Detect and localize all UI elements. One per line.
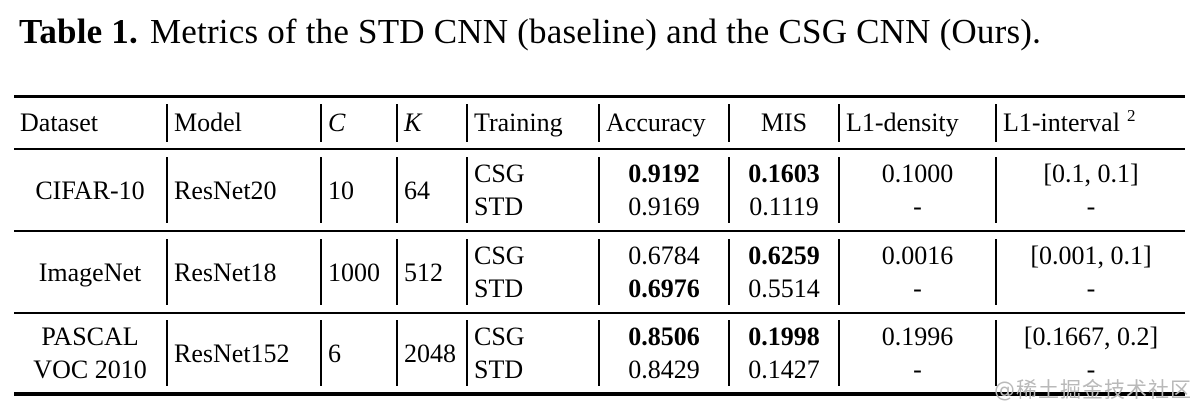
l1-interval-csg-value: [0.1, 0.1]	[1043, 159, 1139, 188]
accuracy-std-value: 0.6976	[628, 274, 700, 303]
l1-interval-std-value: -	[1086, 192, 1096, 221]
cell-accuracy: 0.6784 0.6976	[600, 239, 730, 305]
cell-model: ResNet18	[168, 239, 322, 305]
header-k: K	[398, 104, 468, 142]
cell-training: CSG STD	[468, 320, 600, 386]
cell-c: 1000	[322, 239, 398, 305]
training-csg-label: CSG	[474, 159, 525, 188]
table-header-row: Dataset Model C K Training Accuracy MIS …	[14, 98, 1185, 148]
cell-c: 10	[322, 157, 398, 223]
cell-model: ResNet152	[168, 320, 322, 386]
table-rule	[14, 230, 1185, 232]
caption-title: Metrics of the STD CNN (baseline) and th…	[149, 12, 1042, 51]
table-caption: Table 1. Metrics of the STD CNN (baseline…	[19, 10, 1041, 54]
cell-dataset: PASCAL VOC 2010	[14, 320, 168, 386]
l1-density-std-value: -	[913, 192, 922, 221]
training-std-label: STD	[474, 274, 524, 303]
watermark: @稀土掘金技术社区	[994, 378, 1192, 402]
accuracy-std-value: 0.9169	[628, 192, 700, 221]
cell-accuracy: 0.9192 0.9169	[600, 157, 730, 223]
caption-label: Table 1.	[19, 12, 138, 51]
metrics-table: Dataset Model C K Training Accuracy MIS …	[14, 95, 1185, 396]
accuracy-std-value: 0.8429	[628, 355, 700, 384]
cell-k: 512	[398, 239, 468, 305]
cell-c: 6	[322, 320, 398, 386]
l1-density-csg-value: 0.1996	[881, 322, 954, 351]
table-row-imagenet: ImageNet ResNet18 1000 512 CSG STD 0.678…	[14, 232, 1185, 312]
training-csg-label: CSG	[474, 241, 525, 270]
cell-l1-density: 0.1000 -	[840, 157, 997, 223]
mis-std-value: 0.5514	[748, 274, 820, 303]
mis-std-value: 0.1427	[748, 355, 820, 384]
cell-model: ResNet20	[168, 157, 322, 223]
mis-csg-value: 0.1998	[748, 322, 820, 351]
cell-mis: 0.6259 0.5514	[730, 239, 840, 305]
l1-density-std-value: -	[913, 355, 922, 384]
mis-std-value: 0.1119	[749, 192, 819, 221]
cell-k: 64	[398, 157, 468, 223]
cell-l1-interval: [0.001, 0.1] -	[997, 239, 1185, 305]
cell-dataset: CIFAR-10	[14, 157, 168, 223]
cell-mis: 0.1998 0.1427	[730, 320, 840, 386]
accuracy-csg-value: 0.8506	[628, 322, 700, 351]
l1-density-csg-value: 0.1000	[881, 159, 954, 188]
cell-k: 2048	[398, 320, 468, 386]
accuracy-csg-value: 0.6784	[628, 241, 700, 270]
mis-csg-value: 0.1603	[748, 159, 820, 188]
l1-interval-csg-value: [0.1667, 0.2]	[1023, 322, 1159, 351]
header-l1-density: L1-density	[840, 104, 997, 142]
training-csg-label: CSG	[474, 322, 525, 351]
table-rule	[14, 148, 1185, 150]
l1-interval-std-value: -	[1086, 274, 1096, 303]
header-mis: MIS	[730, 104, 840, 142]
header-dataset: Dataset	[14, 104, 168, 142]
cell-accuracy: 0.8506 0.8429	[600, 320, 730, 386]
l1-interval-csg-value: [0.001, 0.1]	[1030, 241, 1152, 270]
l1-density-std-value: -	[913, 274, 922, 303]
mis-csg-value: 0.6259	[748, 241, 820, 270]
header-training: Training	[468, 104, 600, 142]
training-std-label: STD	[474, 355, 524, 384]
cell-l1-density: 0.0016 -	[840, 239, 997, 305]
table-row-pascal-voc: PASCAL VOC 2010 ResNet152 6 2048 CSG STD…	[14, 314, 1185, 392]
table-rule	[14, 312, 1185, 314]
l1-density-csg-value: 0.0016	[881, 241, 954, 270]
accuracy-csg-value: 0.9192	[628, 159, 700, 188]
cell-training: CSG STD	[468, 239, 600, 305]
superscript-2: 2	[1126, 106, 1136, 126]
cell-l1-interval: [0.1, 0.1] -	[997, 157, 1185, 223]
cell-mis: 0.1603 0.1119	[730, 157, 840, 223]
header-model: Model	[168, 104, 322, 142]
cell-dataset: ImageNet	[14, 239, 168, 305]
l1-interval-std-value: -	[1086, 355, 1096, 384]
table-row-cifar10: CIFAR-10 ResNet20 10 64 CSG STD 0.9192 0…	[14, 150, 1185, 230]
header-l1-interval: L1-interval 2	[1003, 106, 1136, 137]
dataset-line-1: PASCAL	[41, 322, 139, 351]
header-accuracy: Accuracy	[600, 104, 730, 142]
cell-l1-interval: [0.1667, 0.2] -	[997, 320, 1185, 386]
cell-training: CSG STD	[468, 157, 600, 223]
header-c: C	[322, 104, 398, 142]
dataset-line-2: VOC 2010	[33, 355, 147, 384]
training-std-label: STD	[474, 192, 524, 221]
cell-l1-density: 0.1996 -	[840, 320, 997, 386]
